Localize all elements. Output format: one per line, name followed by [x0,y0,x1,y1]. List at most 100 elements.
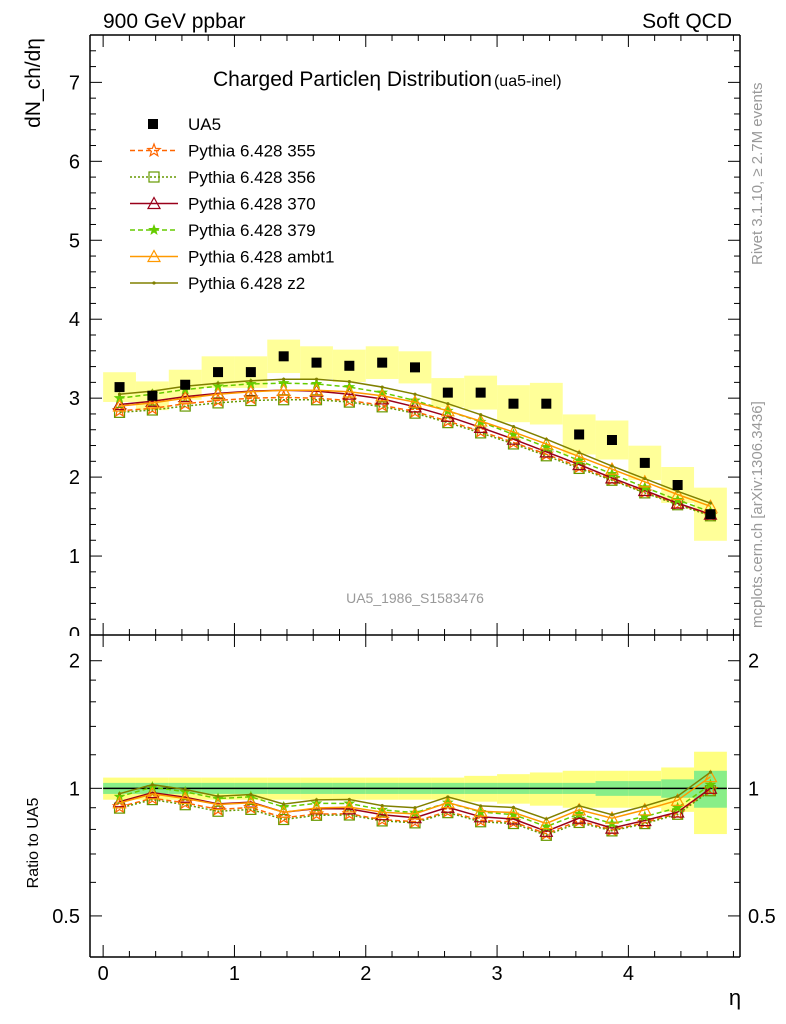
marker [309,383,324,396]
y-tick-label: 1 [69,546,80,568]
marker [670,793,685,806]
marker [179,799,191,811]
marker [146,196,162,210]
marker [245,803,257,815]
marker [410,362,420,373]
marker [572,449,587,463]
chart-title: Charged Particleη Distribution (ua5-inel) [213,68,562,91]
marker [676,489,680,493]
marker [511,424,516,429]
marker [577,451,581,455]
marker [375,804,390,818]
marker [407,394,423,408]
marker [440,403,455,417]
marker [216,794,220,798]
marker [243,384,258,398]
marker [347,379,351,384]
marker [574,429,585,440]
marker [413,392,417,396]
marker [216,381,220,385]
marker [145,395,160,409]
marker [442,387,453,398]
y-tick-label: 7 [69,72,80,94]
marker [343,809,355,821]
marker [479,804,483,808]
marker [117,392,122,396]
marker [178,389,193,403]
y-tick-label: 6 [69,151,80,173]
ratio-panel: 0.5 0.5 1 1 2 2 [52,635,776,958]
marker [508,398,519,409]
marker [114,382,125,393]
x-tick-label: 2 [360,963,371,985]
marker [539,816,554,830]
chart-title-suffix: (ua5-inel) [494,73,562,90]
marker [112,795,127,809]
marker [380,804,384,808]
marker [506,805,521,819]
marker [310,809,323,821]
marker [479,413,483,417]
header-left: 900 GeV ppbar [103,10,245,33]
marker [573,454,585,466]
marker [409,806,421,818]
marker [148,223,160,235]
marker [473,420,488,433]
marker [606,467,618,479]
marker [112,397,127,411]
legend-label: Pythia 6.428 356 [188,168,316,187]
marker [347,797,351,802]
marker [278,813,290,826]
marker [150,783,154,787]
marker [148,171,160,183]
marker [473,413,488,427]
main-y-axis-label: dN_ch/dη [22,38,45,128]
marker [249,379,253,383]
marker [178,390,193,404]
marker [344,360,355,371]
ratio-y-tick-label: 0.5 [52,906,80,928]
y-tick-label: 2 [69,467,80,489]
marker [145,394,160,407]
ratio-y-tick-label: 2 [69,651,80,673]
marker [343,797,356,809]
marker [407,806,423,820]
marker [311,357,322,368]
marker [243,795,258,809]
marker [643,477,647,481]
marker [446,795,450,799]
marker [112,398,127,412]
marker [544,817,548,821]
marker [113,406,126,418]
marker [147,390,158,401]
legend-label: Pythia 6.428 ambt1 [188,248,334,267]
legend-label: Pythia 6.428 355 [188,142,316,161]
marker [440,795,455,809]
marker [342,801,357,815]
x-tick-label: 1 [229,963,240,985]
marker [213,367,224,378]
marker [249,792,253,797]
marker [178,791,193,805]
marker [446,402,450,406]
marker [282,802,286,806]
ratio-y-tick-label-right: 2 [748,651,759,673]
marker [442,417,454,429]
marker [610,464,614,468]
legend-label: Pythia 6.428 370 [188,195,316,214]
marker [376,386,389,398]
marker [278,351,289,362]
marker [671,801,684,813]
marker [643,804,647,808]
marker [376,401,388,413]
series-line [119,398,711,517]
marker [610,813,614,817]
x-axis-label: η [729,985,741,1010]
marker [146,404,158,416]
legend-label: Pythia 6.428 379 [188,221,316,240]
marker [606,435,617,445]
marker [708,501,713,505]
marker [604,461,619,475]
x-tick-label: 4 [623,963,634,985]
legend: UA5 Pythia 6.428 355 Pythia 6.428 356 Pythi… [130,115,334,293]
